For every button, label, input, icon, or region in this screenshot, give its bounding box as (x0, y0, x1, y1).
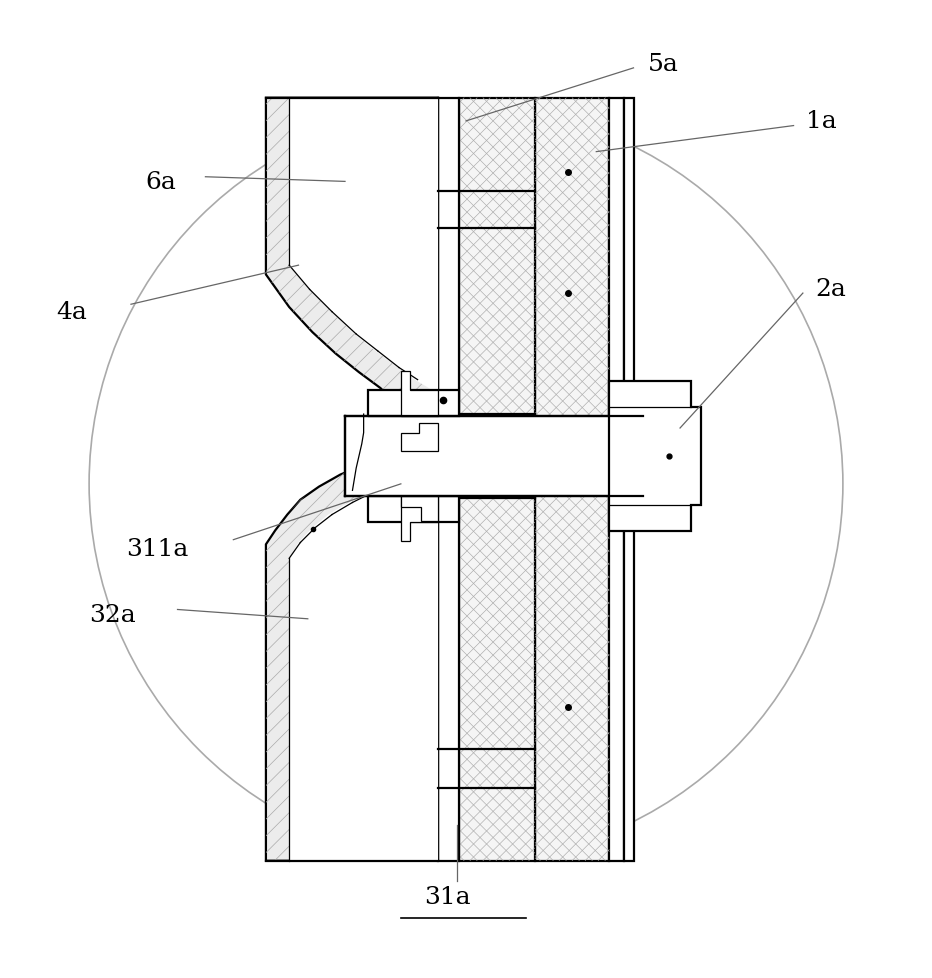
Polygon shape (266, 99, 438, 415)
Text: 1a: 1a (805, 111, 836, 133)
Polygon shape (289, 474, 438, 861)
Bar (624, 99, 634, 861)
Polygon shape (401, 497, 438, 541)
Polygon shape (610, 381, 701, 532)
Text: 5a: 5a (648, 53, 678, 75)
Polygon shape (401, 372, 438, 417)
Text: 311a: 311a (127, 538, 188, 561)
Polygon shape (266, 452, 438, 861)
Polygon shape (401, 497, 438, 521)
Bar (610, 99, 624, 861)
Bar (345, 417, 610, 497)
Text: 31a: 31a (424, 885, 471, 908)
Bar (438, 99, 459, 861)
Polygon shape (289, 99, 438, 396)
Text: 6a: 6a (145, 171, 176, 194)
Text: 2a: 2a (815, 278, 846, 300)
Bar (459, 99, 535, 861)
Text: 32a: 32a (89, 603, 136, 626)
Polygon shape (401, 423, 438, 452)
Text: 4a: 4a (57, 301, 88, 324)
Bar (535, 99, 610, 861)
Bar (345, 417, 643, 497)
Bar (368, 390, 459, 522)
